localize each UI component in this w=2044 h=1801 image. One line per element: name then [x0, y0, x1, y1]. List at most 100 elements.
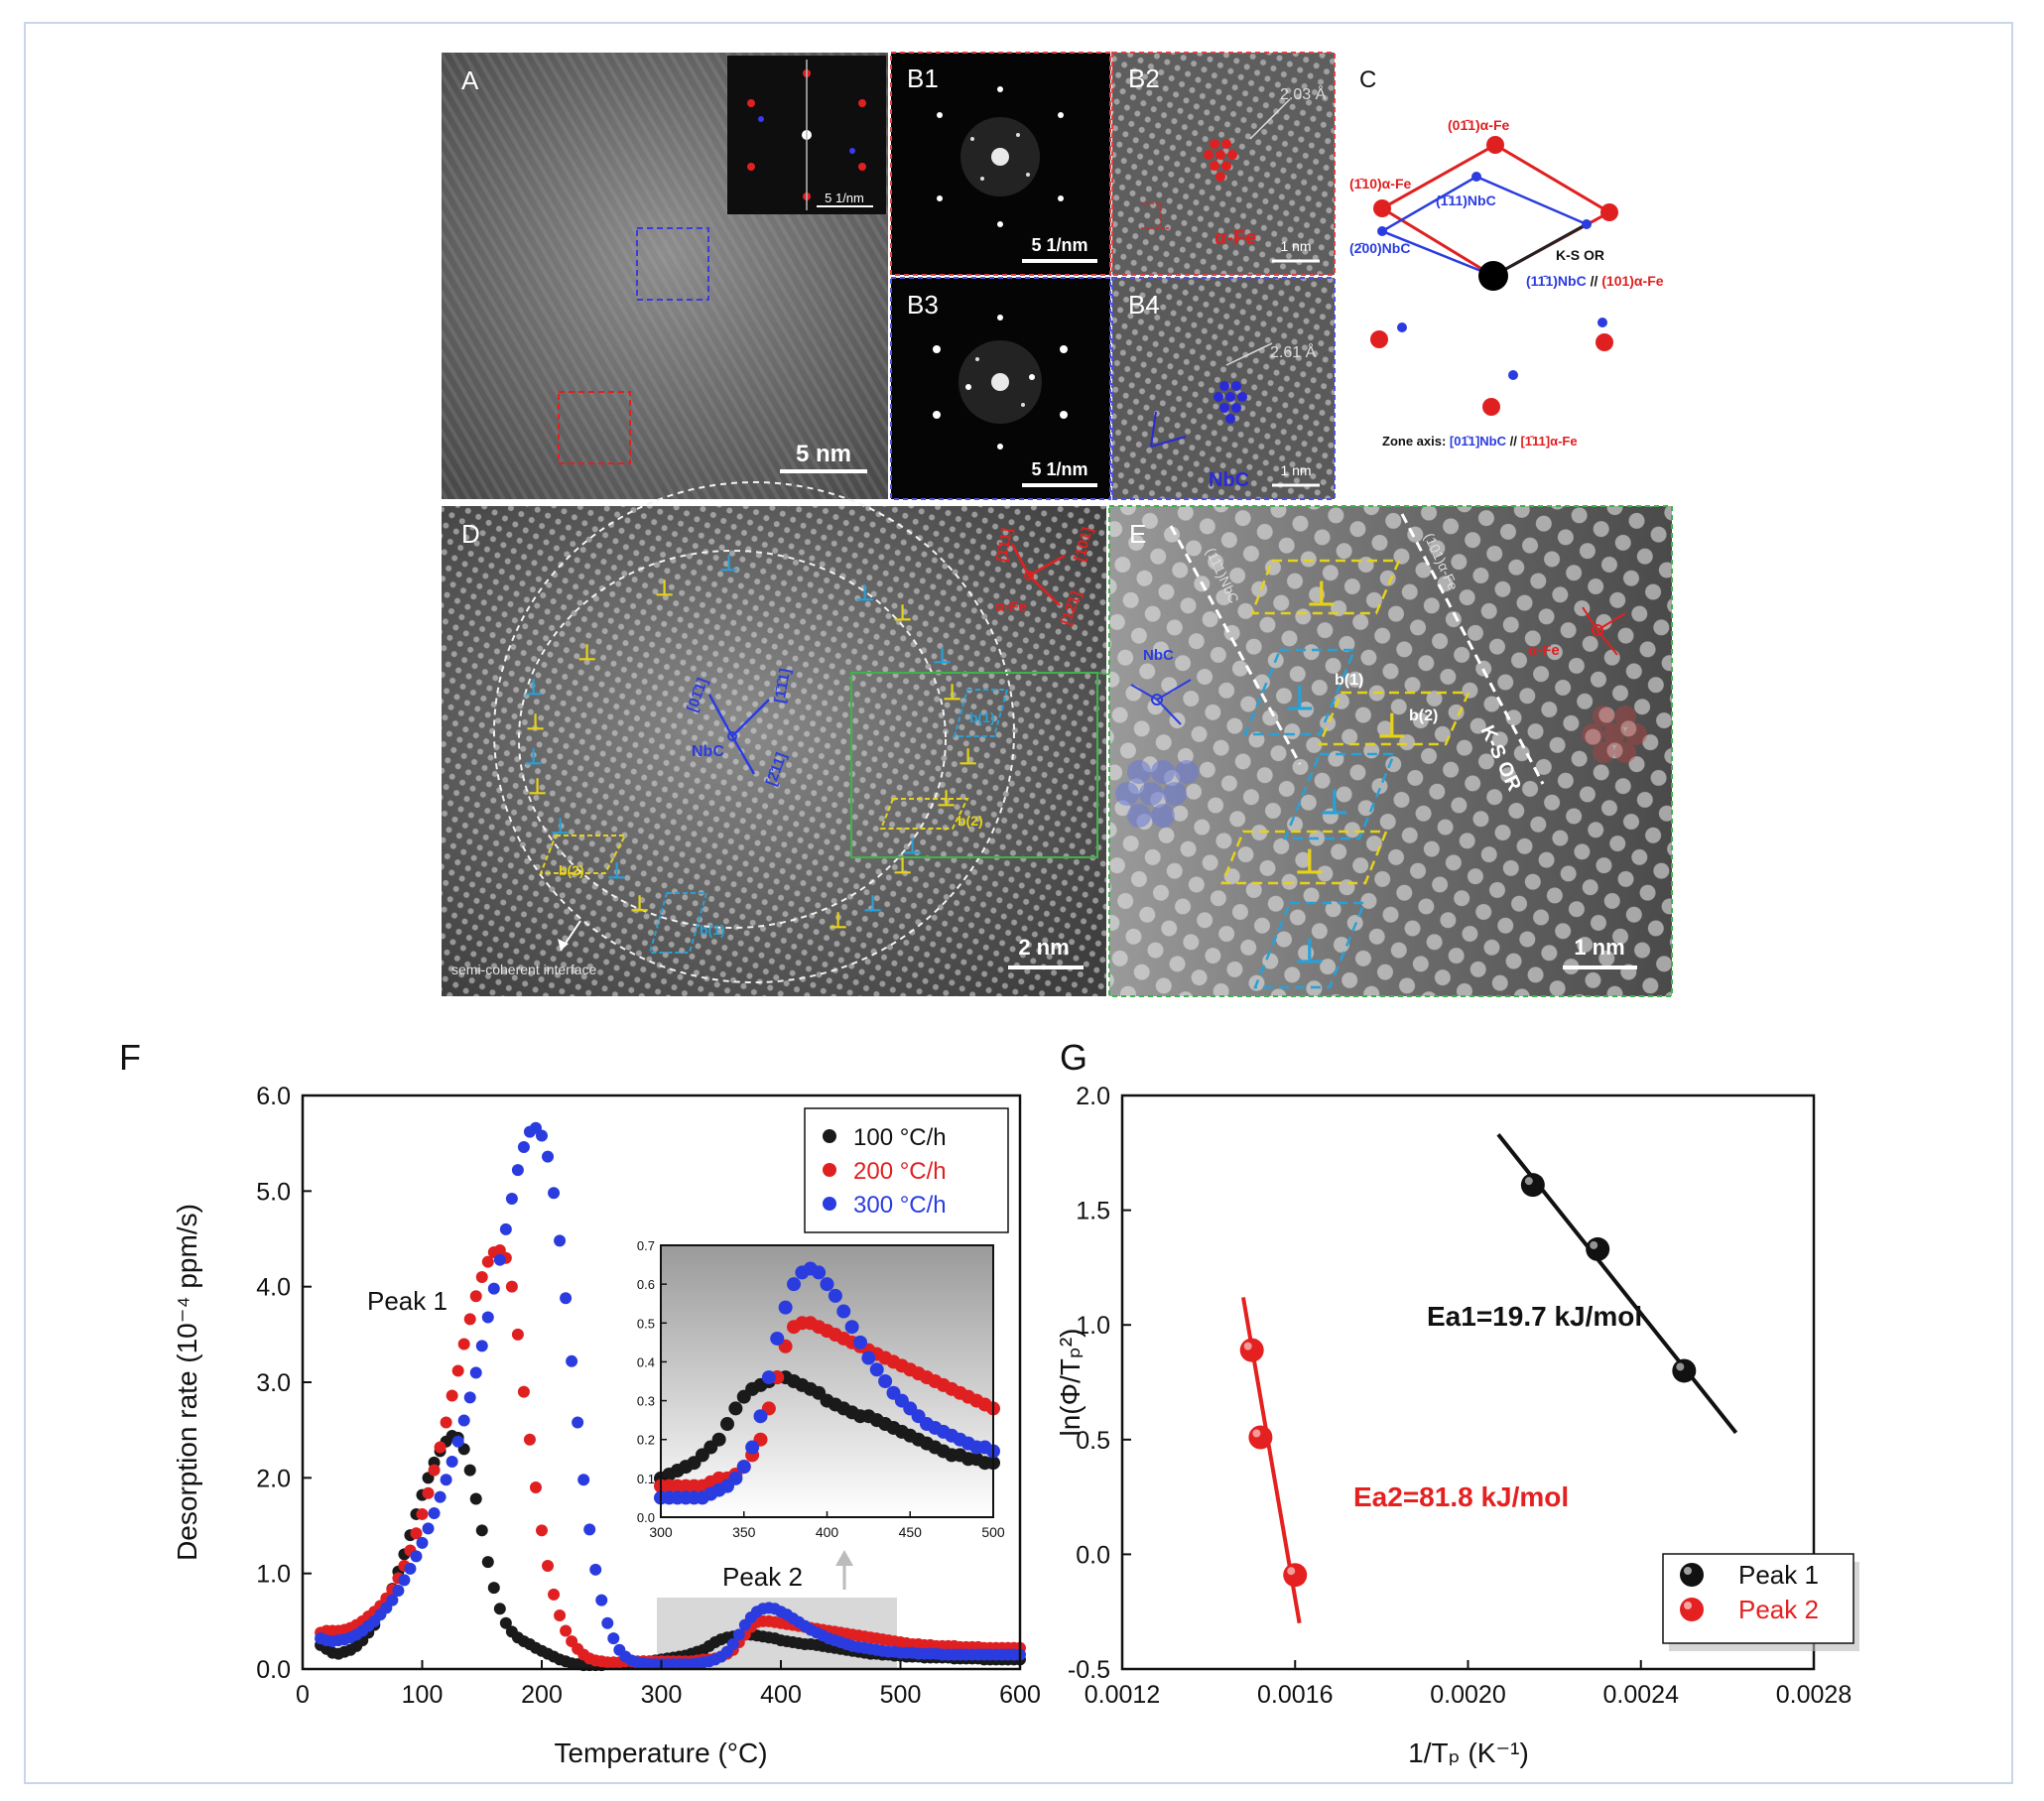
svg-text:⊥: ⊥	[719, 551, 738, 576]
panel-c-letter: C	[1359, 66, 1376, 93]
chart-f-point-s2-34	[517, 1141, 530, 1154]
panel-d-b2-right: b(2)	[958, 813, 983, 829]
chart-f-point-s2-41	[560, 1292, 573, 1305]
chart-f-point-s2-16	[410, 1550, 423, 1563]
svg-text:[1̄1̄1]: [1̄1̄1]	[771, 667, 794, 704]
chart-g-xtick-label: 0.0020	[1430, 1681, 1505, 1709]
chart-f-inset-point-s2-77	[820, 1277, 834, 1292]
svg-text:⊥: ⊥	[526, 709, 545, 734]
chart-f: F 0 100 200 300 400 500 600 0.0 1.0 2.0 3.0 4.0 5.0 6…	[119, 1037, 1041, 1768]
chart-f-point-s2-12	[386, 1594, 399, 1607]
svg-text:⊥: ⊥	[943, 680, 961, 705]
chart-f-point-s0-29	[487, 1582, 500, 1595]
chart-f-inset-ytick-label: 0.4	[637, 1354, 655, 1369]
chart-f-point-s2-70	[732, 1628, 745, 1641]
chart-f-annotation-peak2: Peak 2	[722, 1562, 803, 1592]
chart-f-inset-ytick-label: 0.3	[637, 1394, 655, 1409]
svg-text:⊥: ⊥	[933, 643, 952, 668]
chart-f-xtick-label: 0	[296, 1681, 310, 1709]
chart-f-point-s1-17	[416, 1507, 429, 1520]
chart-f-inset-ytick-label: 0.7	[637, 1238, 655, 1253]
chart-f-point-s1-26	[469, 1290, 482, 1303]
chart-f-inset-point-s2-71	[770, 1331, 785, 1346]
chart-g-ytick-label: 2.0	[1076, 1083, 1110, 1110]
panel-e-fe-axes: α-Fe	[1528, 606, 1626, 659]
chart-f-inset-ytick-label: 0.0	[637, 1510, 655, 1525]
chart-f-point-s2-48	[601, 1616, 614, 1629]
chart-f-legend-item-100: 100 °C/h	[853, 1124, 947, 1151]
chart-f-xtick-label: 100	[402, 1681, 444, 1709]
svg-text:⊥: ⊥	[937, 786, 956, 811]
svg-text:⊥: ⊥	[893, 600, 912, 625]
chart-f-point-s2-45	[583, 1523, 596, 1536]
chart-f-point-s2-47	[595, 1594, 608, 1607]
chart-g-legend-item-peak2: Peak 2	[1738, 1595, 1819, 1624]
chart-f-point-s1-18	[422, 1486, 435, 1499]
chart-g-point-s0-1	[1586, 1236, 1610, 1261]
chart-f-point-s2-15	[404, 1562, 417, 1575]
chart-f-point-s2-32	[505, 1193, 518, 1206]
chart-f-point-s0-28	[481, 1556, 494, 1569]
svg-text:[1̄11]: [1̄11]	[993, 527, 1016, 564]
svg-text:⊥: ⊥	[607, 858, 626, 883]
chart-f-inset-point-s2-70	[761, 1370, 776, 1385]
chart-f-point-s1-41	[560, 1624, 573, 1637]
figure-frame	[24, 22, 2013, 1784]
panel-b3-letter: B3	[907, 290, 939, 320]
chart-f-ytick-label: 4.0	[256, 1274, 291, 1302]
chart-f-inset-point-s2-76	[812, 1265, 827, 1280]
chart-g-ytick-label: -0.5	[1068, 1656, 1110, 1684]
chart-f-ylabel: Desorption rate (10⁻⁴ ppm/s)	[172, 1204, 202, 1561]
panel-d-interface-label: semi-coherent interface	[451, 962, 597, 977]
svg-text:⊥: ⊥	[1295, 843, 1325, 881]
chart-g-ylabel: ln(Φ/Tₚ²)	[1055, 1329, 1086, 1437]
chart-f-xtick-label: 500	[880, 1681, 922, 1709]
chart-f-point-s2-43	[572, 1416, 584, 1429]
chart-f-point-s2-22	[446, 1455, 458, 1468]
chart-f-point-s1-25	[463, 1313, 476, 1326]
chart-f-point-s2-27	[475, 1340, 488, 1352]
chart-f-inset-point-s2-73	[787, 1277, 801, 1292]
chart-g: G 0.0012 0.0016 0.0020 0.0024 0.0028 -0.5 0.0 0…	[1055, 1037, 1859, 1768]
panel-e: (11̄1)NbC (101)α-Fe K-S OR ⊥ ⊥ ⊥ ⊥ ⊥ ⊥ b…	[1108, 505, 1673, 997]
chart-f-point-s2-17	[416, 1536, 429, 1549]
panel-c-label-200nbc: (2̄00)NbC	[1349, 240, 1410, 256]
chart-f-inset-xtick-label: 300	[649, 1524, 673, 1540]
chart-f-point-s2-30	[493, 1253, 506, 1266]
panel-c-origin	[1478, 261, 1508, 291]
panel-d-letter: D	[461, 519, 480, 549]
chart-f-point-s2-39	[548, 1187, 561, 1200]
svg-text:⊥: ⊥	[1377, 708, 1407, 745]
chart-f-point-s2-28	[481, 1311, 494, 1324]
panel-e-fe-label: α-Fe	[1528, 642, 1560, 659]
chart-f-xtick-label: 600	[999, 1681, 1041, 1709]
chart-f-inset-point-s0-64	[711, 1432, 726, 1447]
chart-f-point-s2-19	[428, 1506, 441, 1519]
chart-f-point-s0-26	[469, 1492, 482, 1505]
panel-b4-phase: NbC	[1209, 469, 1249, 491]
svg-text:⊥: ⊥	[893, 853, 912, 878]
chart-f-inset-xtick-label: 450	[899, 1524, 923, 1540]
chart-f-legend-item-200: 200 °C/h	[853, 1158, 947, 1185]
svg-text:⊥: ⊥	[655, 576, 674, 600]
panel-b2-letter: B2	[1128, 64, 1160, 93]
panel-b4-atom-cluster	[1214, 381, 1247, 424]
chart-f-point-s0-27	[475, 1524, 488, 1537]
chart-g-ytick-label: 1.5	[1076, 1198, 1110, 1225]
chart-f-ytick-label: 3.0	[256, 1369, 291, 1397]
svg-text:⊥: ⊥	[524, 744, 543, 769]
svg-text:⊥: ⊥	[551, 814, 570, 838]
panel-b3-scale-label: 5 1/nm	[1031, 459, 1087, 479]
chart-f-ytick-label: 6.0	[256, 1083, 291, 1110]
chart-f-point-s1-21	[440, 1416, 452, 1429]
panel-b2-phase: α-Fe	[1214, 227, 1256, 249]
chart-f-inset-xtick-label: 400	[816, 1524, 839, 1540]
chart-f-point-s2-13	[392, 1585, 405, 1598]
chart-f-inset-point-s2-81	[853, 1335, 867, 1350]
chart-f-point-s1-36	[529, 1480, 542, 1493]
svg-text:⊥: ⊥	[855, 580, 874, 605]
chart-f-point-s2-20	[434, 1490, 447, 1503]
chart-f-point-s2-24	[457, 1414, 470, 1427]
panel-e-letter: E	[1129, 519, 1146, 549]
svg-text:⊥: ⊥	[1320, 784, 1349, 822]
